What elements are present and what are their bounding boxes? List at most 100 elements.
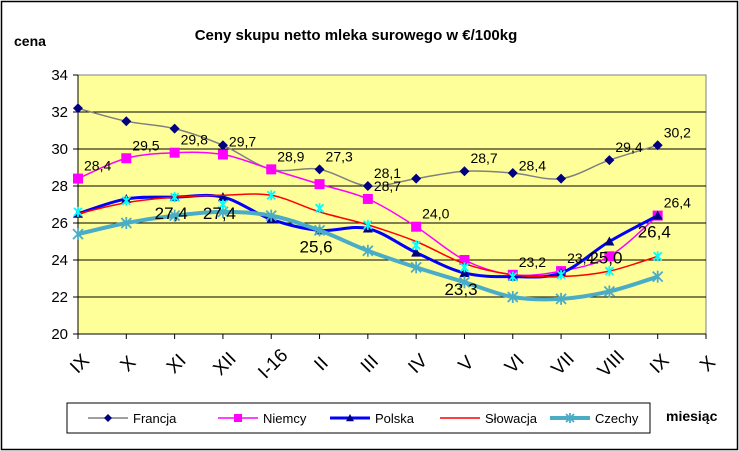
data-label: 27,3 [326, 148, 353, 164]
data-label: 24,0 [422, 206, 449, 222]
data-point-marker [603, 285, 616, 298]
y-tick-label: 34 [51, 67, 68, 84]
data-label: 29,7 [229, 134, 256, 150]
data-point-marker [362, 181, 373, 191]
data-point-marker [508, 271, 518, 282]
data-point-marker [73, 173, 83, 184]
data-label: 28,4 [519, 158, 546, 174]
data-label: 23,3 [444, 280, 477, 299]
legend: Francja Niemcy Polska Słowacja Czechy [88, 411, 639, 426]
y-tick-label: 24 [51, 252, 68, 269]
data-label: 28,4 [84, 158, 111, 174]
legend-label: Polska [375, 411, 415, 426]
data-label: 28,1 [374, 165, 401, 181]
data-point-marker [168, 209, 181, 222]
data-point-marker [652, 270, 664, 283]
data-point-marker [652, 210, 663, 220]
data-point-marker [411, 247, 422, 257]
data-point-marker [104, 414, 112, 422]
data-point-marker [266, 190, 276, 201]
data-point-marker [363, 219, 373, 230]
data-point-marker [121, 195, 131, 206]
legend-label: Niemcy [263, 411, 307, 426]
data-point-marker [459, 166, 470, 177]
data-point-marker [556, 173, 567, 184]
data-point-marker [362, 244, 374, 257]
data-point-marker [346, 414, 354, 422]
legend-label: Czechy [595, 411, 639, 426]
data-labels: 28,429,5 29,8 29,728,9 27,328,128,724,028,7… [84, 124, 691, 299]
data-label: 27,4 [155, 204, 188, 223]
y-axis-label: cena [14, 33, 46, 49]
data-point-marker [120, 217, 132, 229]
data-point-marker [565, 413, 575, 423]
data-point-marker [459, 267, 470, 277]
data-point-marker [459, 262, 470, 273]
data-point-marker [411, 221, 422, 232]
data-point-marker [411, 173, 422, 184]
data-point-marker [121, 153, 132, 164]
data-point-marker [458, 276, 471, 289]
data-point-marker [604, 266, 615, 277]
data-point-marker [265, 209, 277, 222]
data-point-marker [313, 224, 326, 237]
data-point-marker [507, 291, 519, 303]
data-point-marker [604, 236, 615, 246]
data-point-marker [234, 414, 242, 422]
y-tick-label: 26 [51, 215, 68, 232]
plot-area [77, 74, 707, 335]
data-label: 29,8 [181, 132, 208, 148]
data-point-marker [604, 155, 615, 166]
data-point-marker [217, 192, 228, 202]
data-label: 28,7 [470, 150, 497, 166]
data-point-marker [314, 203, 325, 214]
data-label: 23,4 [567, 250, 594, 266]
legend-label: Francja [133, 411, 177, 426]
y-axis-ticks: 20 22 24 26 28 30 32 34 [51, 67, 79, 343]
data-point-marker [73, 103, 83, 114]
legend-label: Słowacja [485, 411, 538, 426]
data-label: 25,6 [300, 237, 333, 256]
data-point-marker [217, 140, 228, 151]
legend-item-słowacja: Słowacja [440, 411, 538, 426]
data-point-marker [72, 228, 84, 241]
y-tick-label: 22 [51, 289, 68, 306]
data-point-marker [507, 168, 518, 179]
data-point-marker [218, 199, 228, 210]
data-label: 23,2 [519, 254, 546, 270]
data-label: 28,7 [374, 178, 401, 194]
data-label: 28,9 [277, 148, 304, 164]
data-point-marker [314, 164, 325, 175]
data-label: 29,5 [132, 137, 159, 153]
legend-item-polska: Polska [330, 411, 415, 426]
chart-title: Ceny skupu netto mleka surowego w €/100k… [195, 27, 518, 44]
data-point-marker [459, 255, 470, 265]
data-label: 25,0 [589, 249, 622, 268]
data-point-marker [604, 251, 615, 262]
data-point-marker [411, 240, 421, 251]
data-point-marker [555, 292, 567, 305]
data-label: 29,4 [615, 139, 642, 155]
data-point-marker [169, 123, 180, 134]
data-point-marker [266, 164, 277, 175]
extra-markers [73, 190, 663, 282]
data-point-marker [653, 251, 663, 262]
data-point-marker [410, 261, 422, 274]
legend-item-francja: Francja [88, 411, 177, 426]
data-point-marker [217, 149, 228, 160]
data-label: 30,2 [664, 124, 691, 140]
data-point-marker [362, 193, 373, 204]
data-point-marker [556, 269, 566, 280]
x-axis-label: miesiąc [666, 408, 718, 424]
y-tick-label: 20 [51, 326, 68, 343]
series-czechy [72, 205, 664, 305]
data-label: 26,4 [664, 195, 691, 211]
data-point-marker [652, 140, 663, 151]
y-tick-label: 30 [51, 141, 68, 158]
y-tick-label: 28 [51, 178, 68, 195]
data-point-marker [314, 179, 325, 190]
data-point-marker [169, 192, 180, 203]
legend-item-niemcy: Niemcy [218, 411, 307, 426]
data-point-marker [169, 147, 180, 158]
